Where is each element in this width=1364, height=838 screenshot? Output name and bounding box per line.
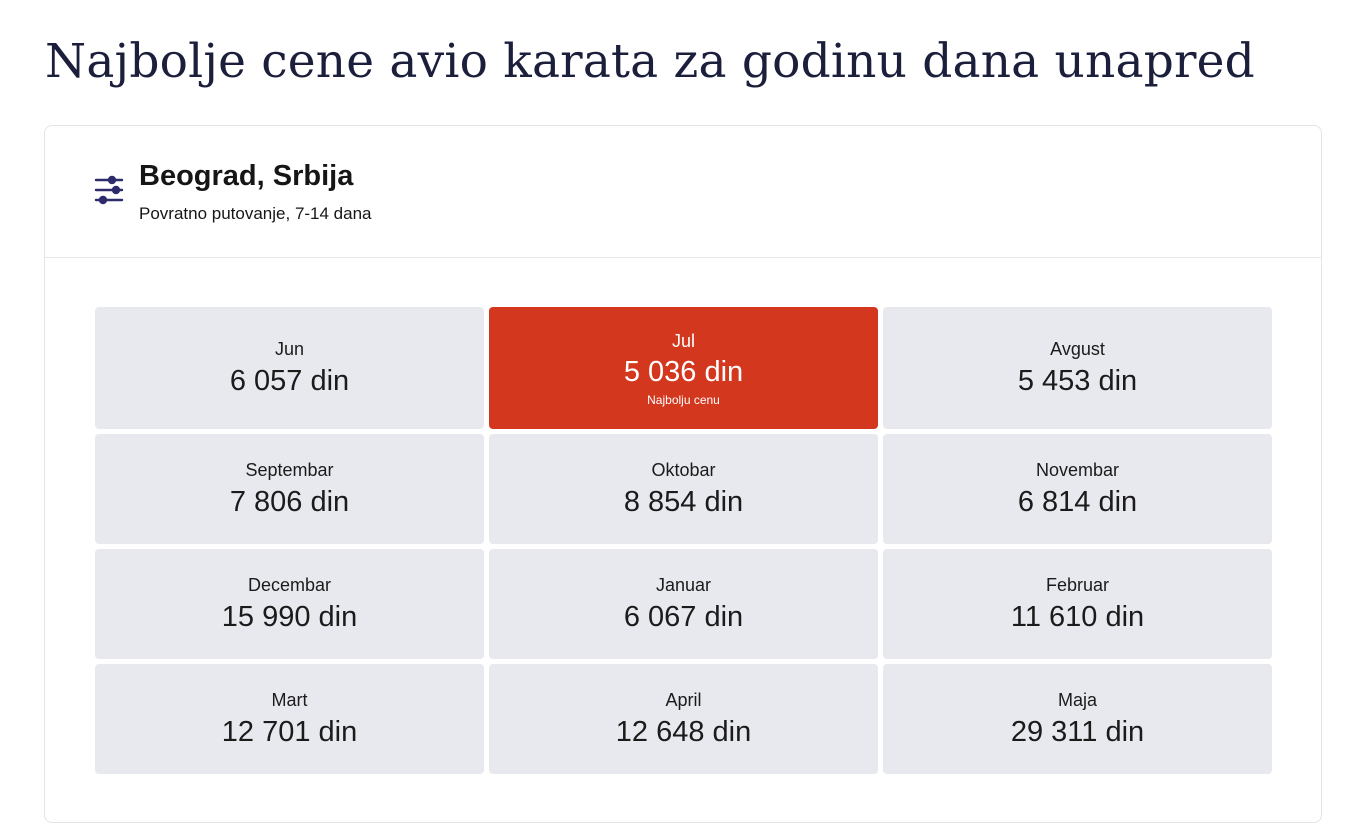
sliders-icon[interactable] — [94, 175, 124, 205]
month-label: Maja — [1057, 690, 1097, 710]
month-cell-decembar[interactable]: Decembar 15 990 din — [95, 549, 484, 659]
month-label: Februar — [1045, 575, 1110, 595]
card-header: Beograd, Srbija Povratno putovanje, 7-14… — [45, 126, 1321, 258]
month-cell-mart[interactable]: Mart 12 701 din — [95, 664, 484, 774]
origin-title: Beograd, Srbija — [139, 160, 354, 192]
month-cell-avgust[interactable]: Avgust 5 453 din — [883, 307, 1272, 429]
month-label: Decembar — [247, 575, 332, 595]
month-cell-jun[interactable]: Jun 6 057 din — [95, 307, 484, 429]
month-price: 11 610 din — [1010, 601, 1145, 633]
month-label: Avgust — [1050, 339, 1105, 359]
month-price: 29 311 din — [1010, 716, 1145, 748]
month-label: April — [665, 690, 702, 710]
month-label: Mart — [271, 690, 308, 710]
month-price: 12 648 din — [615, 716, 752, 748]
month-cell-novembar[interactable]: Novembar 6 814 din — [883, 434, 1272, 544]
best-price-label: Najbolju cenu — [647, 392, 720, 407]
page-title: Najbolje cene avio karata za godinu dana… — [45, 34, 1255, 89]
month-price: 15 990 din — [221, 601, 358, 633]
trip-type-subtitle: Povratno putovanje, 7-14 dana — [139, 204, 372, 223]
month-cell-septembar[interactable]: Septembar 7 806 din — [95, 434, 484, 544]
month-price: 6 067 din — [623, 601, 744, 633]
month-label: Jun — [274, 339, 305, 359]
month-cell-jul[interactable]: Jul 5 036 din Najbolju cenu — [489, 307, 878, 429]
month-price: 6 057 din — [229, 365, 350, 397]
month-cell-oktobar[interactable]: Oktobar 8 854 din — [489, 434, 878, 544]
month-price-grid: Jun 6 057 din Jul 5 036 din Najbolju cen… — [95, 307, 1273, 774]
month-price: 8 854 din — [623, 486, 744, 518]
month-cell-januar[interactable]: Januar 6 067 din — [489, 549, 878, 659]
month-cell-april[interactable]: April 12 648 din — [489, 664, 878, 774]
month-cell-februar[interactable]: Februar 11 610 din — [883, 549, 1272, 659]
month-price: 7 806 din — [229, 486, 350, 518]
month-price: 12 701 din — [221, 716, 358, 748]
month-label: Oktobar — [651, 460, 716, 480]
month-label: Septembar — [245, 460, 334, 480]
month-price: 6 814 din — [1017, 486, 1138, 518]
month-price: 5 453 din — [1017, 365, 1138, 397]
month-label: Jul — [671, 330, 695, 351]
price-calendar-card: Beograd, Srbija Povratno putovanje, 7-14… — [44, 125, 1322, 823]
month-price: 5 036 din — [623, 355, 744, 388]
month-cell-maja[interactable]: Maja 29 311 din — [883, 664, 1272, 774]
month-label: Novembar — [1035, 460, 1120, 480]
month-label: Januar — [655, 575, 712, 595]
